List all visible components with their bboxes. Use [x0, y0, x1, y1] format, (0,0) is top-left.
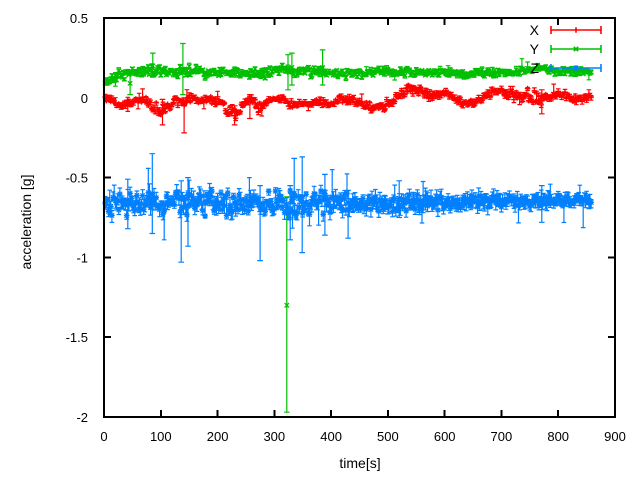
x-tick-label: 900 — [604, 429, 626, 444]
plot-border — [103, 17, 616, 418]
x-tick-label: 300 — [263, 429, 285, 444]
series-X — [102, 82, 594, 134]
x-axis-title: time[s] — [339, 455, 380, 471]
y-tick-label: 0 — [81, 91, 88, 106]
y-tick-label: -1.5 — [66, 330, 88, 345]
x-tick-label: 200 — [207, 429, 229, 444]
x-tick-label: 100 — [150, 429, 172, 444]
legend-label-y: Y — [530, 41, 540, 57]
series-Z-points — [102, 188, 594, 221]
x-tick-label: 400 — [320, 429, 342, 444]
y-tick-label: -1 — [76, 250, 88, 265]
legend-sample-Y — [550, 45, 602, 53]
series-Y-points — [102, 62, 594, 308]
series-X-points — [102, 82, 594, 121]
x-tick-label: 800 — [547, 429, 569, 444]
x-tick-label: 600 — [434, 429, 456, 444]
y-tick-label: -0.5 — [66, 171, 88, 186]
y-axis-title: acceleration [g] — [18, 175, 34, 270]
series-X-errorbars — [102, 83, 594, 134]
legend-sample-X — [550, 26, 602, 34]
x-tick-label: 700 — [491, 429, 513, 444]
legend-label-z: Z — [530, 60, 539, 76]
tick-labels: 0 100 200 300 400 500 600 700 800 900 0.5 0 -0.5 -1 -1… — [66, 11, 626, 444]
legend-sample-Z — [550, 64, 602, 72]
plot-area: 0 100 200 300 400 500 600 700 800 900 0.5 0 -0.5 -1 -1… — [66, 11, 626, 444]
series-Y — [102, 42, 594, 413]
legend: X Y Z — [530, 22, 602, 76]
x-tick-label: 500 — [377, 429, 399, 444]
y-tick-label: 0.5 — [70, 11, 88, 26]
legend-label-x: X — [530, 22, 540, 38]
x-tick-label: 0 — [100, 429, 107, 444]
y-tick-label: -2 — [76, 410, 88, 425]
series-Z — [102, 153, 594, 263]
